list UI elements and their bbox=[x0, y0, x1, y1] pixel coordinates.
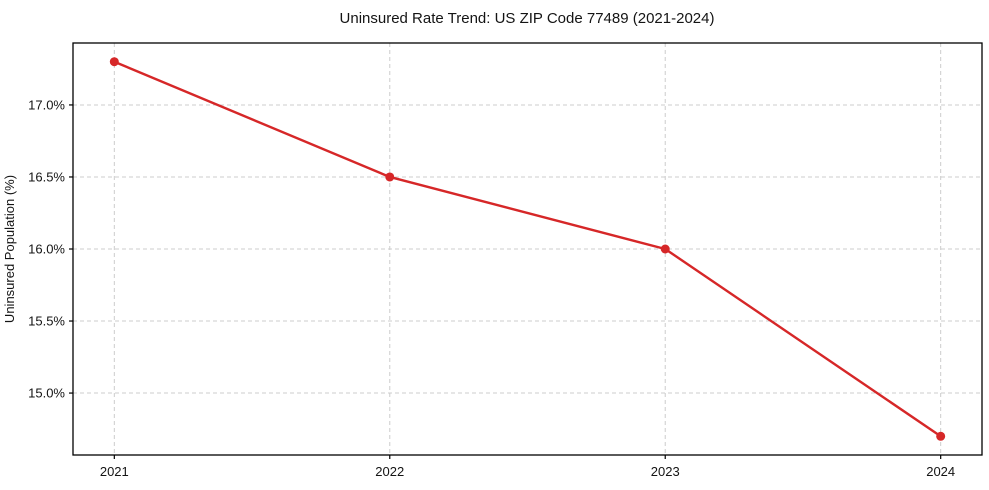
data-point-2021 bbox=[109, 57, 119, 67]
data-point-2023 bbox=[660, 244, 670, 254]
gridlines bbox=[73, 43, 982, 455]
chart-title: Uninsured Rate Trend: US ZIP Code 77489 … bbox=[340, 10, 715, 27]
y-tick-label: 16.5% bbox=[28, 169, 65, 184]
y-tick-label: 15.0% bbox=[28, 386, 65, 401]
data-point-2024 bbox=[936, 431, 946, 441]
axis-ticks bbox=[69, 104, 942, 459]
y-tick-label: 15.5% bbox=[28, 314, 65, 329]
y-tick-label: 17.0% bbox=[28, 97, 65, 112]
x-tick-label: 2021 bbox=[100, 464, 129, 479]
y-axis-label: Uninsured Population (%) bbox=[2, 175, 17, 323]
plot-border bbox=[72, 42, 983, 456]
data-series bbox=[109, 57, 946, 441]
tick-labels: 15.0% 15.5% 16.0% 16.5% 17.0% 2021 2022 2023 202… bbox=[28, 97, 955, 479]
x-tick-label: 2023 bbox=[651, 464, 680, 479]
x-tick-label: 2022 bbox=[375, 464, 404, 479]
x-tick-label: 2024 bbox=[926, 464, 955, 479]
y-tick-label: 16.0% bbox=[28, 242, 65, 257]
data-point-2022 bbox=[385, 172, 395, 182]
trend-line bbox=[113, 60, 942, 438]
